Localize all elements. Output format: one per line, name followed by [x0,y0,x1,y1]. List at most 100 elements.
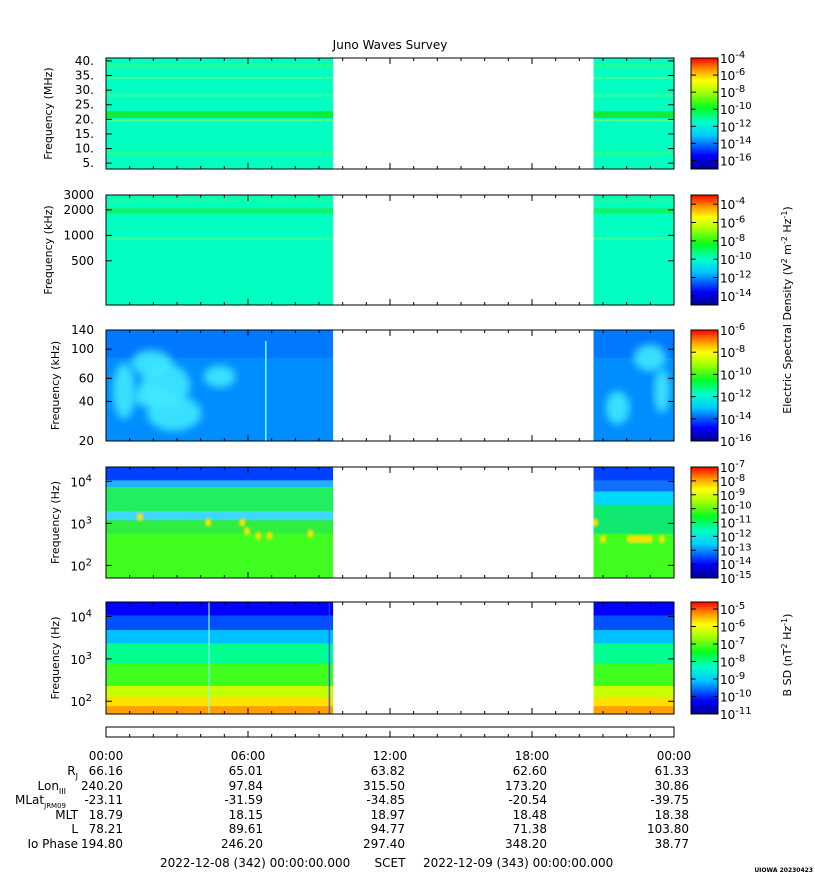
ephemeris-value: 30.86 [655,779,689,793]
colorbar-tick-label: 10-9 [720,487,745,503]
ephemeris-value: 97.84 [229,779,263,793]
ephemeris-value: 18.97 [371,808,405,822]
ephemeris-value: 103.80 [647,822,689,836]
frequency-band [593,630,674,644]
frequency-band [106,198,334,202]
frequency-band [593,706,674,714]
footer-tag: UIOWA 20230423 [754,867,813,874]
intense-emission [307,529,314,538]
colorbar-tick-label: 10-14 [720,411,752,427]
frequency-band [106,236,334,241]
ephemeris-value: 62.60 [513,764,547,778]
y-tick-label: 500 [71,254,94,268]
ephemeris-value: -34.85 [366,793,405,807]
y-tick-label: 103 [70,515,92,531]
frequency-band [106,151,334,156]
intense-emission [646,535,653,544]
spectrogram-panel-1: 40.35.30.25.20.15.10.5. Frequency (MHz) 10… [42,50,752,170]
colorbar-tick-label: 10-6 [720,322,745,338]
colorbar-tick-label: 10-12 [720,528,752,544]
colorbar-tick-label: 10-10 [720,689,752,705]
ephemeris-value: -20.54 [508,793,547,807]
spectrogram-panel-3: 140 100 60 40 20 Frequency (kHz) 10-6 10-8 10-10… [49,322,752,449]
frequency-band [106,643,334,665]
y-tick-label: 30. [75,83,94,97]
frequency-band [593,119,674,122]
y-tick-label: 100 [71,342,94,356]
svg-text:LonIII: LonIII [38,779,67,796]
colorbar-tick-label: 10-15 [720,570,752,586]
svg-text:L: L [71,822,78,836]
intense-emission [658,535,665,544]
spectrogram-panels: 40.35.30.25.20.15.10.5. Frequency (MHz) 10… [42,50,752,722]
ephemeris-value: -39.75 [650,793,689,807]
ephemeris-value: 297.40 [363,837,405,851]
colorbar-tick-label: 10-4 [720,50,745,66]
ephemeris-value: -31.59 [224,793,263,807]
data-segment [106,467,334,578]
frequency-band [106,467,334,481]
frequency-band [593,643,674,665]
spectrogram-panel-4: 104 103 102 Frequency (Hz) 10-710-810-910-10… [49,459,752,586]
y-tick-label: 10. [75,142,94,156]
colorbar-tick-label: 10-7 [720,459,745,475]
frequency-band [593,467,674,481]
frequency-band [593,236,674,241]
colorbar-title-magnetic: B SD (nT2 Hz-1) [780,614,794,697]
colorbar-tick-label: 10-11 [720,706,752,722]
frequency-band [106,480,334,488]
frequency-band [106,486,334,512]
data-segment [106,195,334,305]
y-tick-label: 25. [75,98,94,112]
y-tick-label: 102 [70,557,92,573]
colorbar-tick-label: 10-5 [720,601,745,617]
frequency-band [106,686,334,698]
time-tick-label: 06:00 [231,749,266,763]
frequency-band [593,76,674,80]
time-axis-ticks [105,731,675,737]
frequency-band [106,511,334,521]
colorbar-tick-label: 10-8 [720,473,745,489]
frequency-band [106,76,334,80]
y-tick-label: 5. [83,156,94,170]
data-segment [593,467,674,578]
colorbar-tick-label: 10-11 [720,515,752,531]
ephemeris-table: 00:00 06:00 12:00 18:00 00:0066.16240.20-23.… [81,749,691,851]
ephemeris-value: -23.11 [84,793,123,807]
time-tick-label: 12:00 [373,749,408,763]
intense-emission [205,518,212,527]
data-segment [593,330,674,441]
frequency-band [593,615,674,631]
emission-feature [112,363,136,419]
frequency-band [593,697,674,707]
colorbar-tick-label: 10-13 [720,542,752,558]
y-tick-label: 2000 [63,203,94,217]
frequency-band [106,615,334,631]
intense-emission [266,531,273,540]
vertical-burst [208,602,210,714]
colorbar-tick-label: 10-8 [720,654,745,670]
data-segment [106,330,334,441]
colorbar-tick-label: 10-4 [720,196,745,212]
colorbar-tick-label: 10-8 [720,233,745,249]
frequency-band [593,111,674,118]
data-segment [106,58,334,169]
ephemeris-value: 66.16 [89,764,123,778]
ephemeris-value: 240.20 [81,779,123,793]
colorbar-tick-label: 10-12 [720,118,752,134]
y-tick-label: 104 [70,609,92,625]
time-end-label: 2022-12-09 (343) 00:00:00.000 [423,856,613,870]
ephemeris-value: 194.80 [81,837,123,851]
ephemeris-value: 173.20 [505,779,547,793]
ephemeris-value: 65.01 [229,764,263,778]
colorbar-tick-label: 10-12 [720,270,752,286]
frequency-band [593,480,674,492]
svg-text:MLatJRM09: MLatJRM09 [15,793,66,810]
y-axis-label: Frequency (kHz) [42,205,55,294]
ephemeris-value: 246.20 [221,837,263,851]
frequency-band [106,602,334,616]
data-segment [106,602,334,714]
intense-emission [600,535,607,544]
time-tick-label: 00:00 [89,749,124,763]
